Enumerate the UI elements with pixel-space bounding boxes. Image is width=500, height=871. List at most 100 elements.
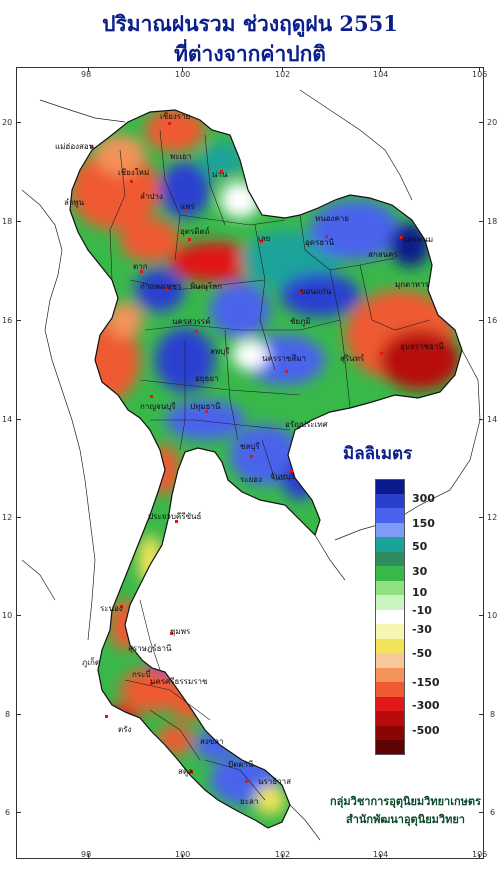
place-label: สตูล: [178, 767, 193, 776]
lon-label-top: 98: [81, 70, 92, 79]
lon-label-top: 100: [175, 70, 191, 79]
legend-swatch: [375, 493, 405, 508]
place-label: นราธิวาส: [258, 777, 292, 786]
legend-label: -10: [412, 603, 432, 617]
place-label: ประจวบคีรีขันธ์: [148, 512, 202, 521]
lat-label-right: 18: [487, 217, 498, 226]
place-label: สงขลา: [200, 737, 224, 746]
place-label: กาญจนบุรี: [140, 402, 176, 411]
place-label: น่าน: [212, 170, 228, 179]
place-label: สกลนคร: [368, 250, 398, 259]
legend-label: -50: [412, 647, 432, 661]
lat-label-left: 14: [2, 415, 13, 424]
lat-label-left: 6: [5, 808, 11, 817]
axis-tick: [182, 854, 183, 859]
credit-line-2: สำนักพัฒนาอุตุนิยมวิทยา: [346, 813, 465, 826]
map-subtitle: ที่ต่างจากค่าปกติ: [174, 41, 326, 66]
lon-label-top: 106: [472, 70, 488, 79]
lat-label-right: 14: [487, 415, 498, 424]
legend-label: 150: [412, 516, 435, 530]
map-frame: [16, 67, 484, 859]
axis-tick: [16, 517, 21, 518]
lon-label-top: 102: [275, 70, 291, 79]
axis-tick: [380, 67, 381, 72]
place-label: ลพบุรี: [210, 347, 230, 356]
station-markers: [90, 122, 403, 783]
legend-label: 10: [412, 586, 428, 600]
place-label: ขอนแก่น: [300, 287, 332, 296]
place-label: แม่ฮ่องสอน: [55, 142, 95, 151]
place-label: ชลบุรี: [240, 442, 260, 451]
legend-swatch: [375, 537, 405, 552]
place-label: เชียงราย: [160, 112, 191, 121]
axis-tick: [380, 854, 381, 859]
place-label: เลย: [258, 234, 271, 243]
legend-swatch: [375, 711, 405, 726]
legend-swatch: [375, 595, 405, 610]
place-label: ภูเก็ต: [82, 658, 101, 667]
lat-label-right: 10: [487, 611, 498, 620]
axis-tick: [282, 854, 283, 859]
lat-label-right: 8: [490, 710, 496, 719]
place-label: ยะลา: [240, 797, 259, 806]
place-label: อยุธยา: [195, 374, 219, 383]
axis-tick: [479, 122, 484, 123]
legend-label: 50: [412, 539, 428, 553]
place-label: ตรัง: [118, 725, 132, 734]
legend-label: -500: [412, 724, 440, 738]
legend-swatch: [375, 522, 405, 537]
legend-swatch: [375, 740, 405, 755]
lat-label-left: 8: [5, 710, 11, 719]
place-label: แพร่: [180, 202, 195, 211]
place-label: จันทบุรี: [270, 472, 295, 481]
legend-swatch: [375, 624, 405, 639]
place-label: ปัตตานี: [228, 760, 254, 769]
place-label: ลำพูน: [64, 198, 85, 207]
legend-swatch: [375, 667, 405, 682]
axis-tick: [479, 812, 484, 813]
place-label: อุดรธานี: [305, 238, 335, 247]
legend-swatch: [375, 725, 405, 740]
legend-colorbar: [375, 479, 405, 755]
axis-tick: [16, 714, 21, 715]
place-label: ชัยภูมิ: [290, 317, 311, 326]
lat-label-right: 12: [487, 513, 498, 522]
neighbour-borders: [21, 89, 481, 841]
place-label: อุบลราชธานี: [400, 342, 444, 351]
axis-tick: [182, 67, 183, 72]
lat-label-right: 20: [487, 118, 498, 127]
place-label: ลำปาง: [140, 192, 163, 201]
place-label: ชุมพร: [170, 627, 191, 636]
legend-label: 300: [412, 492, 435, 506]
axis-tick: [479, 517, 484, 518]
axis-tick: [16, 221, 21, 222]
place-label: นครศรีธรรมราช: [150, 677, 208, 686]
legend-swatch: [375, 638, 405, 653]
credit-line-1: กลุ่มวิชาการอุตุนิยมวิทยาเกษตร: [330, 795, 481, 808]
place-label: เชียงใหม่: [118, 168, 150, 177]
lon-label-top: 104: [373, 70, 389, 79]
place-label: ระนอง: [100, 604, 123, 613]
axis-tick: [479, 67, 480, 72]
legend-swatch: [375, 682, 405, 697]
place-label: นครพนม: [402, 235, 434, 244]
lat-label-right: 16: [487, 316, 498, 325]
axis-tick: [16, 320, 21, 321]
legend-swatch: [375, 508, 405, 523]
place-label: ตาก: [133, 262, 148, 271]
map-title: ปริมาณฝนรวม ช่วงฤดูฝน 2551: [102, 11, 398, 36]
axis-tick: [16, 419, 21, 420]
place-label: พิษณุโลก: [190, 282, 223, 291]
lat-label-right: 6: [490, 808, 496, 817]
axis-tick: [88, 854, 89, 859]
legend-swatch: [375, 566, 405, 581]
place-label: อรัญประเทศ: [285, 420, 328, 429]
axis-tick: [16, 615, 21, 616]
lat-label-left: 18: [2, 217, 13, 226]
place-label: กำแพงเพชร: [140, 282, 182, 291]
legend-swatch: [375, 551, 405, 566]
axis-tick: [479, 854, 480, 859]
place-label: ปทุมธานี: [190, 402, 221, 411]
axis-tick: [16, 812, 21, 813]
